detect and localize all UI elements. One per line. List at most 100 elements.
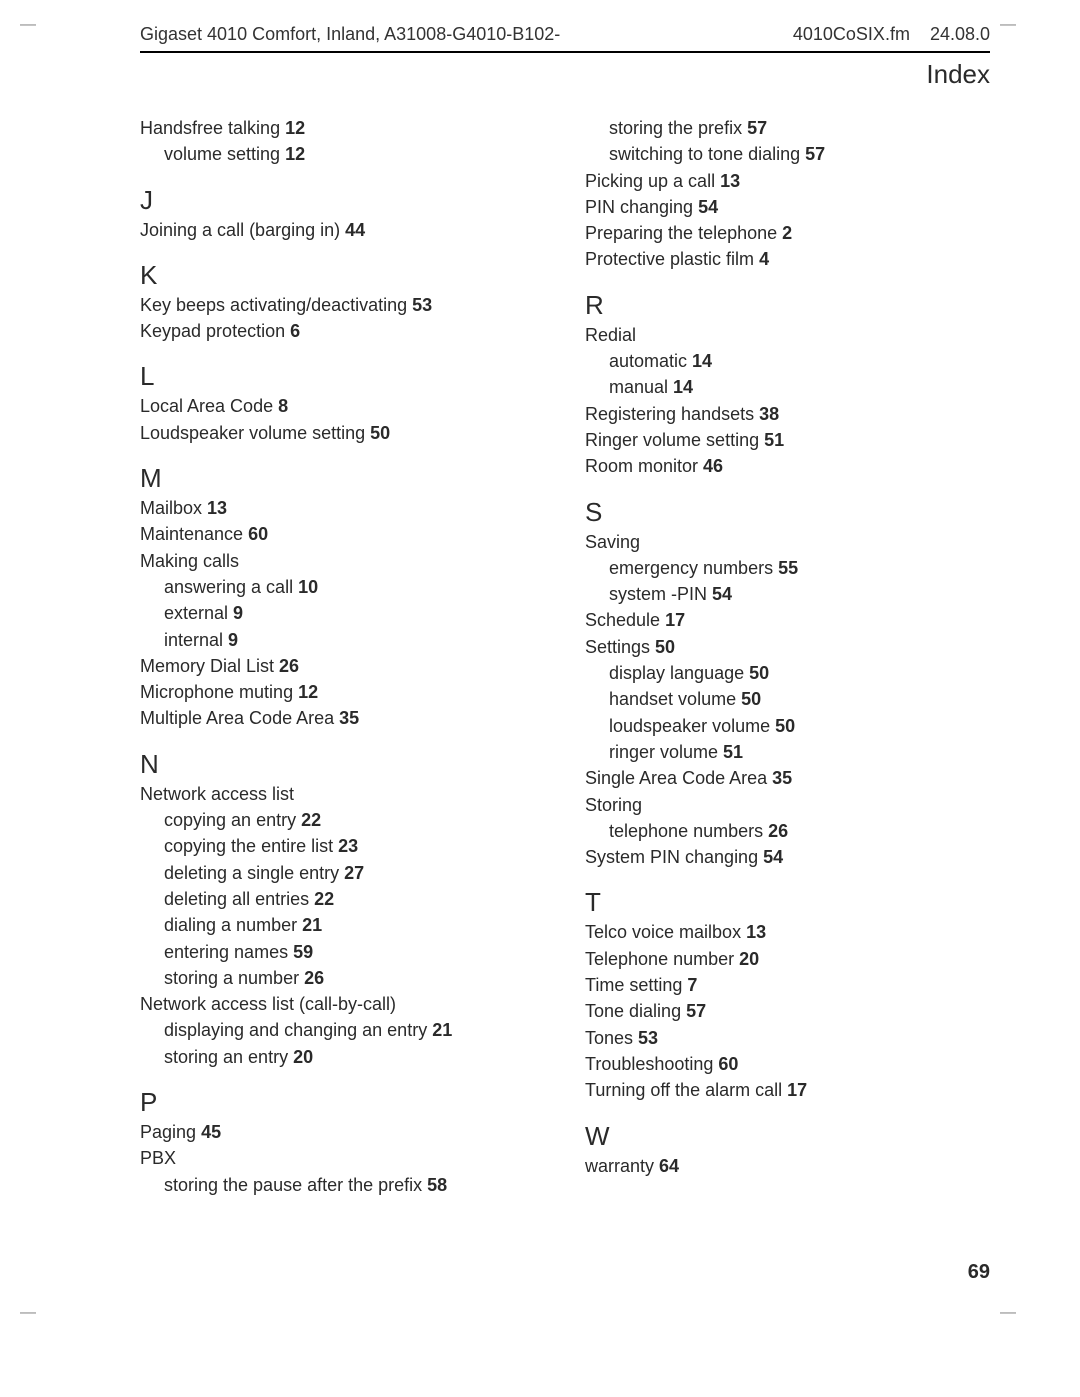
index-entry: copying the entire list 23 [140,834,545,858]
index-entry: deleting all entries 22 [140,887,545,911]
index-entry-page: 50 [749,663,769,683]
index-entry-page: 51 [723,742,743,762]
index-entry-page: 64 [659,1156,679,1176]
index-entry-text: Troubleshooting [585,1054,718,1074]
index-entry: Network access list [140,782,545,806]
index-section-letter: L [140,361,545,392]
index-section-letter: S [585,497,990,528]
index-entry-page: 12 [298,682,318,702]
index-entry-page: 22 [301,810,321,830]
document-page: — — — — Gigaset 4010 Comfort, Inland, A3… [0,0,1080,1364]
index-entry-page: 58 [427,1175,447,1195]
index-entry-page: 7 [687,975,697,995]
index-entry-text: Single Area Code Area [585,768,772,788]
index-entry-page: 26 [304,968,324,988]
index-entry-page: 9 [228,630,238,650]
index-entry: Telephone number 20 [585,947,990,971]
index-entry-text: manual [609,377,673,397]
index-entry-page: 54 [698,197,718,217]
index-section-letter: M [140,463,545,494]
index-entry-page: 54 [712,584,732,604]
crop-mark-bl: — [20,1304,80,1334]
index-entry-text: Mailbox [140,498,207,518]
index-entry: Memory Dial List 26 [140,654,545,678]
index-entry: handset volume 50 [585,687,990,711]
header-right: 24.08.0 [930,24,990,45]
index-entry: dialing a number 21 [140,913,545,937]
index-entry-text: Maintenance [140,524,248,544]
index-entry-text: displaying and changing an entry [164,1020,432,1040]
index-entry: manual 14 [585,375,990,399]
index-entry-text: storing the pause after the prefix [164,1175,427,1195]
index-entry-page: 59 [293,942,313,962]
index-section-letter: R [585,290,990,321]
index-entry: Keypad protection 6 [140,319,545,343]
index-entry-text: volume setting [164,144,285,164]
index-entry-text: display language [609,663,749,683]
index-entry-page: 12 [285,144,305,164]
index-entry-page: 20 [293,1047,313,1067]
index-entry-text: Making calls [140,551,239,571]
index-entry-text: entering names [164,942,293,962]
index-entry: Paging 45 [140,1120,545,1144]
index-entry: system -PIN 54 [585,582,990,606]
index-entry-page: 45 [201,1122,221,1142]
index-entry-text: Telco voice mailbox [585,922,746,942]
index-entry: display language 50 [585,661,990,685]
index-entry-text: Preparing the telephone [585,223,782,243]
index-entry-page: 20 [739,949,759,969]
index-entry: Multiple Area Code Area 35 [140,706,545,730]
index-entry-page: 13 [720,171,740,191]
index-entry-text: external [164,603,233,623]
index-entry: Preparing the telephone 2 [585,221,990,245]
index-entry-text: Memory Dial List [140,656,279,676]
index-entry-page: 2 [782,223,792,243]
index-entry-page: 6 [290,321,300,341]
index-entry: Mailbox 13 [140,496,545,520]
index-section-letter: P [140,1087,545,1118]
index-entry-text: ringer volume [609,742,723,762]
index-entry-text: Settings [585,637,655,657]
index-columns: Handsfree talking 12volume setting 12JJo… [140,114,990,1199]
index-entry-text: Microphone muting [140,682,298,702]
index-entry: Joining a call (barging in) 44 [140,218,545,242]
index-entry-page: 53 [638,1028,658,1048]
index-entry-page: 35 [772,768,792,788]
index-entry-text: Loudspeaker volume setting [140,423,370,443]
index-entry: Network access list (call-by-call) [140,992,545,1016]
index-entry: storing an entry 20 [140,1045,545,1069]
index-entry-text: Joining a call (barging in) [140,220,345,240]
index-entry-page: 10 [298,577,318,597]
index-entry-page: 8 [278,396,288,416]
index-entry-text: Registering handsets [585,404,759,424]
index-entry: Schedule 17 [585,608,990,632]
index-entry: Picking up a call 13 [585,169,990,193]
index-section-letter: T [585,887,990,918]
index-entry-text: Paging [140,1122,201,1142]
index-entry-text: warranty [585,1156,659,1176]
index-entry-text: Schedule [585,610,665,630]
index-entry: System PIN changing 54 [585,845,990,869]
index-entry: storing a number 26 [140,966,545,990]
index-entry-page: 12 [285,118,305,138]
index-section-letter: W [585,1121,990,1152]
index-entry-page: 55 [778,558,798,578]
index-entry-text: Redial [585,325,636,345]
index-entry: Telco voice mailbox 13 [585,920,990,944]
index-entry-page: 51 [764,430,784,450]
index-entry: Key beeps activating/deactivating 53 [140,293,545,317]
index-entry-page: 17 [787,1080,807,1100]
index-entry: warranty 64 [585,1154,990,1178]
index-entry-page: 44 [345,220,365,240]
index-entry: loudspeaker volume 50 [585,714,990,738]
index-entry-text: Protective plastic film [585,249,759,269]
index-entry-text: Key beeps activating/deactivating [140,295,412,315]
index-entry-page: 14 [692,351,712,371]
index-entry: Storing [585,793,990,817]
index-entry: displaying and changing an entry 21 [140,1018,545,1042]
index-entry-page: 38 [759,404,779,424]
index-entry: Redial [585,323,990,347]
index-entry-page: 14 [673,377,693,397]
index-entry: Handsfree talking 12 [140,116,545,140]
index-entry-page: 57 [805,144,825,164]
